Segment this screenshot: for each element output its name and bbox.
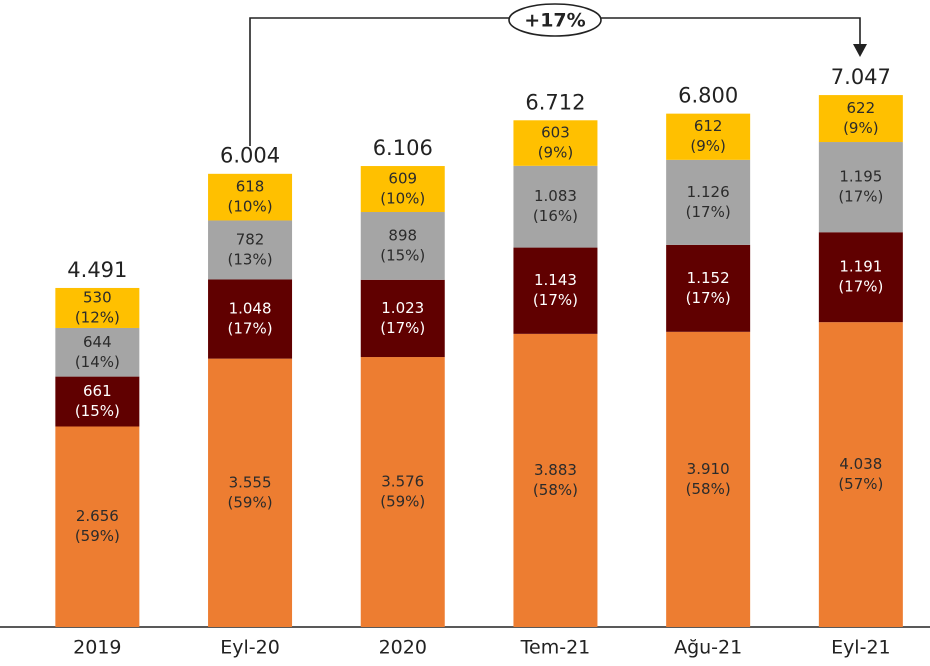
bar-segment	[818, 322, 903, 627]
total-label: 6.106	[373, 136, 433, 160]
segment-share: (59%)	[75, 527, 120, 545]
segment-value: 3.576	[381, 473, 424, 491]
segment-share: (9%)	[690, 137, 726, 155]
bar-segment	[360, 166, 445, 213]
bar-segment	[55, 287, 140, 328]
x-tick-label: Eyl-20	[220, 637, 280, 659]
bar-segment	[513, 247, 598, 334]
segment-value: 3.910	[687, 460, 730, 478]
segment-value: 661	[83, 382, 112, 400]
total-label: 6.004	[220, 144, 280, 168]
segment-share: (12%)	[75, 308, 120, 326]
bar-segment	[360, 212, 445, 280]
segment-share: (17%)	[838, 278, 883, 296]
segment-value: 530	[83, 288, 112, 306]
segment-share: (10%)	[380, 190, 425, 208]
x-tick-label: Eyl-21	[831, 637, 891, 659]
segment-value: 898	[388, 226, 417, 244]
bar-segment	[360, 357, 445, 627]
segment-value: 644	[83, 333, 112, 351]
segment-value: 1.152	[687, 269, 730, 287]
bar-segment	[55, 376, 140, 427]
segment-value: 782	[236, 230, 265, 248]
bar-segment	[208, 358, 293, 627]
segment-share: (17%)	[686, 203, 731, 221]
segment-share: (17%)	[686, 289, 731, 307]
segment-share: (17%)	[533, 291, 578, 309]
total-label: 4.491	[67, 258, 127, 282]
segment-value: 609	[388, 170, 417, 188]
segment-share: (15%)	[380, 246, 425, 264]
bar-segment	[666, 244, 751, 332]
segment-value: 1.083	[534, 187, 577, 205]
bar-segment	[513, 165, 598, 248]
segment-value: 1.048	[229, 300, 272, 318]
segment-value: 622	[847, 99, 876, 117]
bar-segment	[666, 159, 751, 245]
bar-segment	[513, 120, 598, 166]
segment-share: (58%)	[686, 480, 731, 498]
annotation: +17%	[524, 10, 585, 32]
segment-share: (10%)	[228, 198, 273, 216]
bar-segment	[55, 426, 140, 627]
segment-share: (13%)	[228, 250, 273, 268]
segment-value: 1.143	[534, 271, 577, 289]
segment-share: (9%)	[843, 119, 879, 137]
segment-share: (57%)	[838, 475, 883, 493]
segment-share: (17%)	[380, 319, 425, 337]
segment-share: (15%)	[75, 402, 120, 420]
bar-segment	[818, 232, 903, 323]
x-tick-label: 2020	[379, 637, 427, 659]
segment-value: 612	[694, 117, 723, 135]
bar-segment	[513, 333, 598, 627]
total-label: 7.047	[831, 65, 891, 89]
segment-value: 3.883	[534, 461, 577, 479]
segment-share: (16%)	[533, 207, 578, 225]
segment-value: 1.195	[839, 168, 882, 186]
segment-share: (59%)	[380, 493, 425, 511]
bar-segment	[208, 220, 293, 280]
segment-value: 1.126	[687, 183, 730, 201]
segment-share: (17%)	[228, 320, 273, 338]
annotation-bubble	[508, 3, 602, 37]
segment-value: 603	[541, 124, 570, 142]
segment-share: (58%)	[533, 481, 578, 499]
segment-value: 1.191	[839, 258, 882, 276]
segment-share: (9%)	[538, 144, 574, 162]
segment-share: (59%)	[228, 493, 273, 511]
segment-value: 3.555	[229, 473, 272, 491]
x-tick-label: 2019	[73, 637, 121, 659]
bar-segment	[208, 279, 293, 359]
bar-segment	[55, 327, 140, 377]
arrow-head	[853, 44, 867, 57]
segment-value: 618	[236, 178, 265, 196]
x-tick-label: Tem-21	[520, 637, 591, 659]
bar-segment	[666, 113, 751, 160]
x-tick-label: Ağu-21	[674, 637, 742, 659]
bar-segment	[666, 331, 751, 627]
segment-value: 2.656	[76, 507, 119, 525]
total-label: 6.712	[525, 90, 585, 114]
bar-segment	[818, 95, 903, 143]
total-label: 6.800	[678, 84, 738, 108]
segment-share: (17%)	[838, 188, 883, 206]
segment-value: 1.023	[381, 299, 424, 317]
bar-segment	[208, 173, 293, 221]
segment-value: 4.038	[839, 455, 882, 473]
segment-share: (14%)	[75, 353, 120, 371]
bar-segment	[360, 279, 445, 358]
bar-segment	[818, 142, 903, 233]
